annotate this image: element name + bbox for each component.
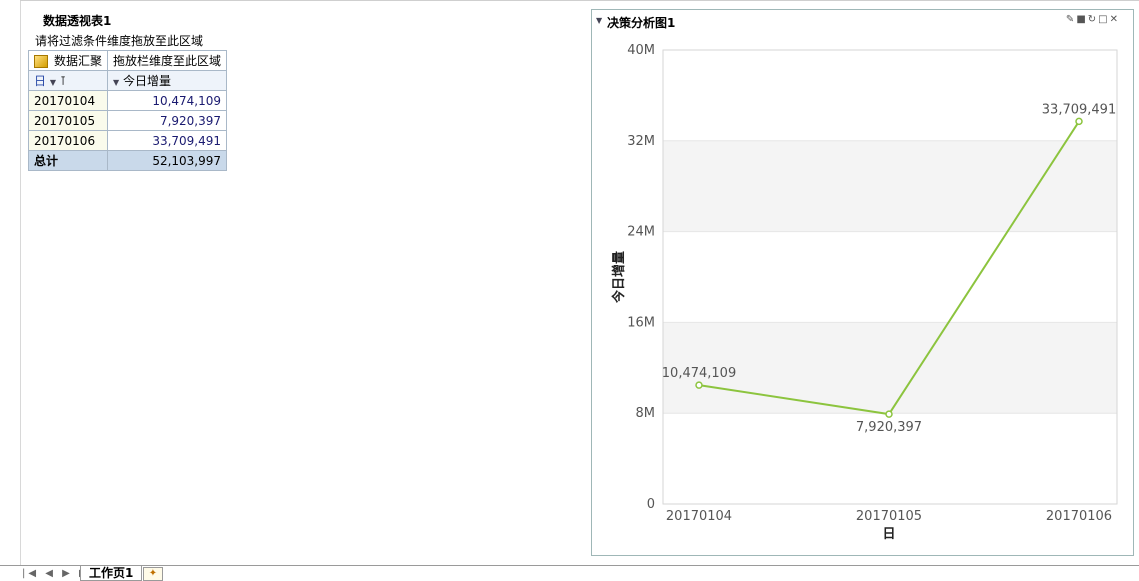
- data-label: 10,474,109: [662, 366, 736, 381]
- sheet-tab-bar: |◀ ◀ ▶ ▶| 工作页1 ✦: [0, 565, 1139, 581]
- row-value[interactable]: 10,474,109: [107, 90, 228, 111]
- refresh-icon[interactable]: ↻: [1087, 14, 1098, 25]
- summary-label: 数据汇聚: [54, 54, 103, 68]
- plot-band: [663, 140, 1117, 232]
- y-tick-label: 16M: [627, 315, 655, 330]
- table-row: 20170105 7,920,397: [27, 110, 228, 131]
- data-point[interactable]: [1075, 117, 1083, 126]
- row-value[interactable]: 33,709,491: [107, 130, 228, 151]
- x-tick-label: 20170104: [666, 509, 732, 524]
- summary-header: 数据汇聚: [27, 50, 109, 71]
- total-label: 总计: [27, 150, 109, 171]
- sort-dropdown-icon[interactable]: ▼: [49, 78, 56, 87]
- x-axis-title: 日: [882, 527, 895, 542]
- plot-band: [663, 50, 1117, 141]
- panel-toolbar: ✎■↻□✕: [1065, 14, 1119, 25]
- y-tick-label: 0: [647, 497, 655, 512]
- close-icon[interactable]: ✕: [1109, 14, 1119, 25]
- chart-panel-title: 决策分析图1: [607, 16, 676, 30]
- row-label[interactable]: 20170106: [27, 130, 109, 151]
- y-tick-label: 40M: [627, 43, 655, 58]
- cube-icon: [34, 55, 48, 68]
- table-row: 20170104 10,474,109: [27, 90, 228, 111]
- collapse-caret-icon[interactable]: ▼: [596, 16, 603, 25]
- total-row: 总计 52,103,997: [27, 150, 228, 171]
- row-label[interactable]: 20170105: [27, 110, 109, 131]
- column-drop-zone[interactable]: 拖放栏维度至此区域: [107, 50, 228, 71]
- line-chart: 0 8M 16M 24M 32M 40M 20170104 20170105 20170106 日…: [611, 43, 1118, 542]
- plot-band: [663, 413, 1117, 504]
- y-tick-label: 32M: [627, 134, 655, 149]
- chart-panel: ▼ 决策分析图1 ✎■↻□✕ 0 8M 16M 24M 32M 40M 20170104 20…: [591, 9, 1134, 556]
- data-label: 7,920,397: [856, 420, 922, 435]
- pivot-grid: 数据汇聚 拖放栏维度至此区域 日 ▼ ⊺ ▼ 今日增量 20170104 10,…: [27, 50, 228, 171]
- plot-band: [663, 231, 1117, 323]
- total-value: 52,103,997: [107, 150, 228, 171]
- data-point[interactable]: [695, 381, 703, 389]
- pivot-title: 数据透视表1: [43, 14, 112, 28]
- maximize-icon[interactable]: □: [1098, 14, 1109, 25]
- x-tick-label: 20170106: [1046, 509, 1112, 524]
- data-label: 33,709,491: [1042, 102, 1116, 117]
- measure-label: 今日增量: [123, 74, 172, 88]
- data-point[interactable]: [885, 410, 893, 418]
- table-row: 20170106 33,709,491: [27, 130, 228, 151]
- top-border: [20, 0, 1139, 1]
- filter-drop-zone[interactable]: 请将过滤条件维度拖放至此区域: [35, 34, 204, 48]
- measure-header[interactable]: ▼ 今日增量: [107, 70, 228, 91]
- row-value[interactable]: 7,920,397: [107, 110, 228, 131]
- pencil-icon[interactable]: ✎: [1065, 14, 1076, 25]
- row-label[interactable]: 20170104: [27, 90, 109, 111]
- left-margin: [0, 0, 21, 565]
- x-tick-label: 20170105: [856, 509, 922, 524]
- y-tick-label: 8M: [636, 406, 656, 421]
- sheet-nav-arrows[interactable]: |◀ ◀ ▶ ▶|: [22, 568, 97, 579]
- measure-dropdown-icon[interactable]: ▼: [113, 78, 120, 87]
- filter-icon[interactable]: ⊺: [59, 74, 67, 88]
- plot-area-border: [662, 49, 1118, 505]
- row-field-header[interactable]: 日 ▼ ⊺: [27, 70, 109, 91]
- lock-icon[interactable]: ■: [1076, 14, 1087, 25]
- tab-worksheet-1[interactable]: 工作页1: [80, 566, 143, 581]
- y-tick-label: 24M: [627, 225, 655, 240]
- y-axis-title: 今日增量: [611, 251, 627, 304]
- plot-band: [663, 322, 1117, 414]
- row-field-label: 日: [34, 74, 47, 88]
